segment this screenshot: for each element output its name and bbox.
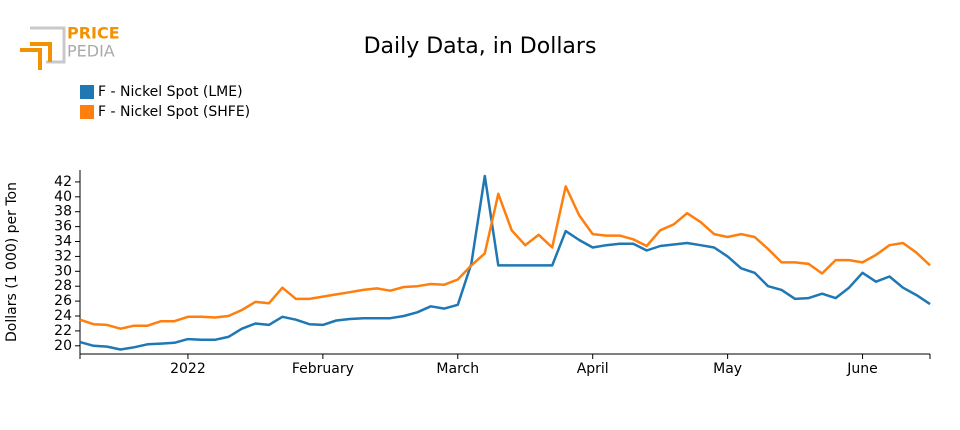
y-tick-label: 34: [54, 234, 72, 250]
logo: PRICE PEDIA: [20, 24, 120, 70]
y-tick-label: 24: [54, 308, 72, 324]
x-tick-label: February: [292, 361, 354, 377]
y-tick-label: 30: [54, 263, 72, 279]
series-line: [79, 185, 931, 330]
y-tick-label: 28: [54, 278, 72, 294]
legend-swatch: [80, 85, 94, 99]
x-tick-label: May: [713, 361, 742, 377]
logo-text: PEDIA: [67, 42, 115, 61]
x-tick-label: March: [436, 361, 479, 377]
y-tick-label: 26: [54, 293, 72, 309]
x-tick-label: April: [577, 361, 609, 377]
legend-swatch: [80, 105, 94, 119]
y-tick-label: 20: [54, 338, 72, 354]
y-tick-label: 42: [54, 174, 72, 190]
y-tick-label: 40: [54, 189, 72, 205]
x-tick-label: 2022: [170, 361, 206, 377]
y-axis-label: Dollars (1 000) per Ton: [4, 182, 20, 342]
legend-label: F - Nickel Spot (SHFE): [98, 104, 250, 120]
chart-title: Daily Data, in Dollars: [364, 34, 597, 59]
y-tick-label: 38: [54, 204, 72, 220]
x-tick-label: June: [846, 361, 878, 377]
y-tick-label: 22: [54, 323, 72, 339]
logo-text: PRICE: [67, 24, 120, 43]
series-line: [79, 174, 931, 351]
y-tick-label: 36: [54, 219, 72, 235]
y-tick-label: 32: [54, 248, 72, 264]
legend-label: F - Nickel Spot (LME): [98, 84, 243, 100]
